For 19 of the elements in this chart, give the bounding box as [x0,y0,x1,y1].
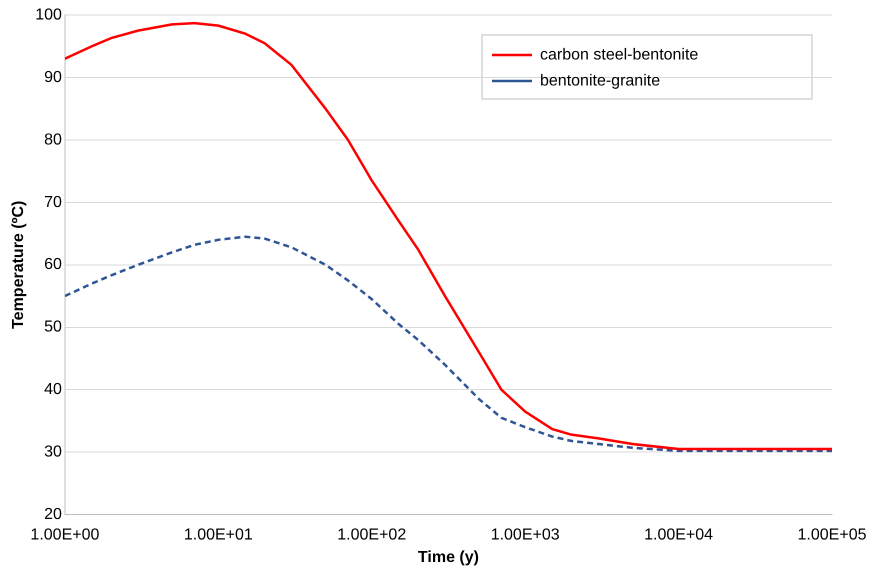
y-tick-label: 40 [44,381,62,398]
x-tick-label: 1.00E+05 [798,526,867,544]
x-tick-label: 1.00E+04 [644,526,714,544]
x-tick-label: 1.00E+01 [184,526,253,544]
x-tick-label: 1.00E+03 [490,526,560,544]
y-tick-label: 20 [44,506,62,524]
x-tick-label: 1.00E+00 [30,526,100,544]
y-axis-title: Temperature (ºC) [10,200,28,329]
y-tick-label: 30 [44,444,62,461]
legend-label: carbon steel-bentonite [540,46,698,64]
y-tick-label: 70 [44,194,62,211]
y-tick-label: 100 [35,6,62,24]
legend-label: bentonite-granite [540,72,660,90]
y-tick-label: 50 [44,318,62,336]
x-tick-label: 1.00E+02 [337,526,406,544]
y-tick-label: 90 [44,68,62,86]
y-tick-label: 80 [44,131,62,148]
x-axis-title: Time (y) [418,548,479,566]
y-tick-label: 60 [44,256,62,274]
